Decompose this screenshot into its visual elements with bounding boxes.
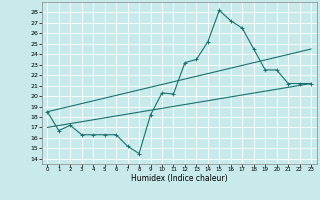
X-axis label: Humidex (Indice chaleur): Humidex (Indice chaleur) — [131, 174, 228, 183]
